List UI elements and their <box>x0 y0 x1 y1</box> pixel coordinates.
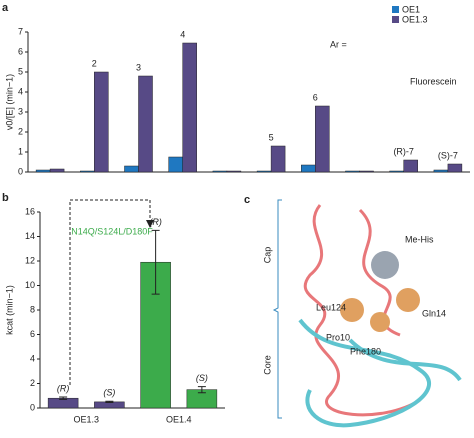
annotation: Ar = <box>330 39 347 49</box>
bar <box>315 105 330 173</box>
y-tick-label: 4 <box>30 353 35 363</box>
y-tick-label: 2 <box>30 378 35 388</box>
bar <box>80 170 95 173</box>
y-tick-label: 10 <box>25 280 35 290</box>
category-label: 4 <box>180 29 185 39</box>
y-tick-label: 12 <box>25 255 35 265</box>
error-bar <box>105 400 114 403</box>
error-bar <box>151 229 160 295</box>
region-label: Cap <box>262 247 272 264</box>
panel-label: b <box>2 192 9 204</box>
panel-label: c <box>244 194 250 206</box>
annotation: Fluorescein <box>410 76 457 86</box>
y-axis-label: kcat (min−1) <box>4 285 14 335</box>
residue-label: Phe180 <box>350 346 381 356</box>
error-bar <box>59 396 68 400</box>
bar <box>182 42 197 173</box>
legend-label: OE1.3 <box>402 14 428 24</box>
legend-swatch <box>392 16 399 23</box>
residue-label: Pro10 <box>326 332 350 342</box>
y-tick-label: 1 <box>18 146 23 156</box>
y-tick-label: 7 <box>18 26 23 36</box>
y-tick-label: 3 <box>18 106 23 116</box>
y-tick-label: 5 <box>18 66 23 76</box>
error-bar <box>197 386 206 394</box>
y-tick-label: 0 <box>30 402 35 412</box>
y-tick-label: 2 <box>18 126 23 136</box>
category-label: 3 <box>136 62 141 72</box>
category-label: (S)-7 <box>438 150 458 160</box>
category-label: (R)-7 <box>393 146 414 156</box>
bar <box>403 159 418 173</box>
region-label: Core <box>262 355 272 375</box>
y-axis-label: v0/[E] (min−1) <box>4 74 14 130</box>
bar <box>256 170 272 173</box>
group-label: OE1.3 <box>73 414 99 424</box>
mutation-label: N14Q/S124L/D180F <box>71 226 153 236</box>
category-label: 2 <box>92 58 97 68</box>
legend-label: OE1 <box>402 4 420 14</box>
bar <box>168 156 183 173</box>
group-label: OE1.4 <box>166 414 192 424</box>
protein-structure <box>272 199 462 428</box>
y-tick-label: 8 <box>30 304 35 314</box>
category-label: (R) <box>149 217 162 227</box>
bar <box>447 163 463 173</box>
bar <box>270 145 286 173</box>
bar <box>433 169 449 173</box>
y-tick-label: 6 <box>30 329 35 339</box>
residue-label: Me-His <box>405 234 434 244</box>
category-label: (S) <box>103 388 115 398</box>
arrow-head <box>146 220 154 228</box>
y-tick-label: 14 <box>25 231 35 241</box>
bar <box>389 170 404 173</box>
bar <box>359 170 374 173</box>
bar <box>124 165 139 173</box>
bar <box>226 170 242 173</box>
panel-label: a <box>2 2 9 14</box>
bar <box>138 75 153 173</box>
y-tick-label: 4 <box>18 86 23 96</box>
bar <box>49 168 65 173</box>
bar <box>345 170 360 173</box>
y-tick-label: 16 <box>25 206 35 216</box>
bar <box>301 164 316 173</box>
category-label: (S) <box>196 373 208 383</box>
residue-label: Gln14 <box>422 308 446 318</box>
category-label: 5 <box>269 132 274 142</box>
residue-label: Leu124 <box>316 302 346 312</box>
bar <box>212 170 228 173</box>
mutation-arrow <box>69 199 151 385</box>
category-label: (R) <box>57 383 70 393</box>
bar <box>94 71 109 173</box>
bar <box>35 169 51 173</box>
y-tick-label: 0 <box>18 166 23 176</box>
legend-swatch <box>392 6 399 13</box>
category-label: 6 <box>313 92 318 102</box>
y-tick-label: 6 <box>18 46 23 56</box>
